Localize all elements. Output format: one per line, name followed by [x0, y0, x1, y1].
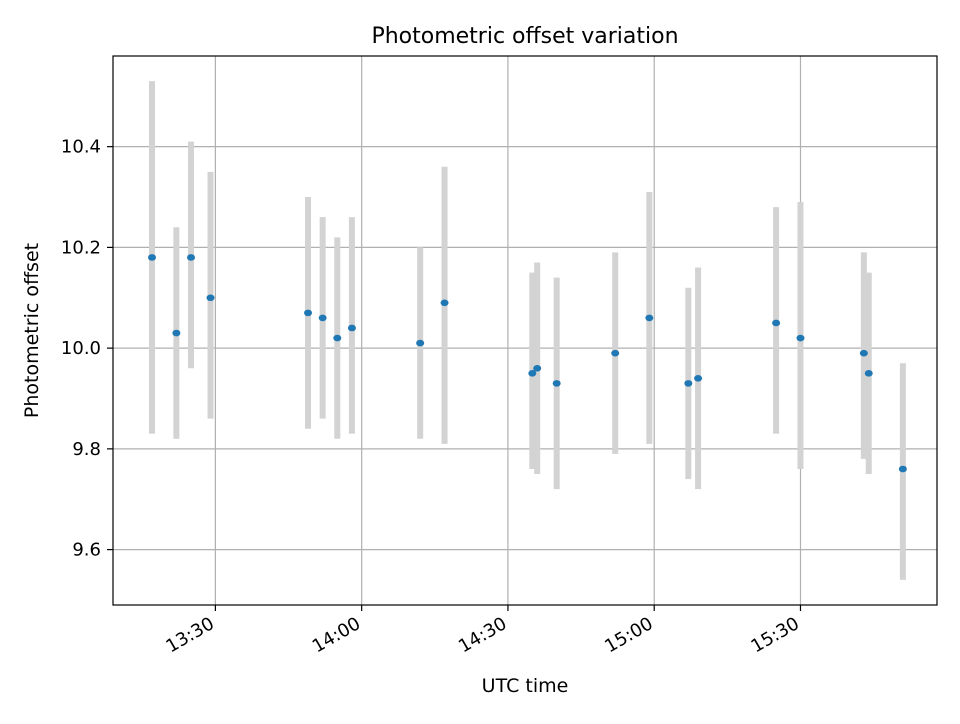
data-point: [333, 334, 342, 342]
data-point: [684, 380, 693, 387]
x-tick-label: 15:00: [601, 613, 656, 657]
x-tick-label: 14:00: [309, 613, 364, 657]
data-point: [864, 370, 873, 377]
tick-layer: 13:30 14:00 14:30 15:00 15:30 9.6 9.8 10.0 10.2 1…: [61, 137, 803, 658]
x-axis-label: UTC time: [482, 675, 569, 697]
x-tick-label: 13:30: [162, 613, 217, 657]
data-point: [416, 339, 425, 347]
y-axis-label: Photometric offset: [21, 243, 43, 418]
point-layer: [148, 254, 907, 473]
data-point: [611, 349, 620, 357]
data-point: [528, 370, 537, 377]
grid-layer: [113, 56, 937, 605]
data-point: [898, 465, 907, 473]
data-point: [796, 334, 805, 342]
y-tick-label: 9.6: [72, 540, 101, 561]
y-tick-label: 10.0: [61, 338, 101, 359]
data-point: [440, 299, 449, 307]
data-point: [148, 254, 157, 261]
data-point: [552, 380, 561, 387]
x-tick-label: 14:30: [455, 613, 510, 657]
data-point: [859, 349, 868, 357]
data-point: [206, 294, 215, 302]
chart-title: Photometric offset variation: [371, 24, 678, 49]
errorbar-layer: [149, 81, 906, 580]
data-point: [172, 329, 181, 337]
data-point: [187, 254, 196, 261]
y-tick-label: 9.8: [72, 439, 101, 460]
data-point: [347, 324, 356, 332]
data-point: [318, 314, 327, 322]
axes-frame: [112, 55, 938, 606]
y-tick-label: 10.4: [61, 137, 101, 158]
y-tick-label: 10.2: [61, 237, 101, 258]
data-point: [645, 314, 654, 322]
data-point: [533, 364, 542, 372]
x-tick-label: 15:30: [748, 613, 803, 657]
data-point: [772, 319, 781, 327]
data-point: [304, 309, 313, 317]
data-point: [694, 375, 703, 382]
